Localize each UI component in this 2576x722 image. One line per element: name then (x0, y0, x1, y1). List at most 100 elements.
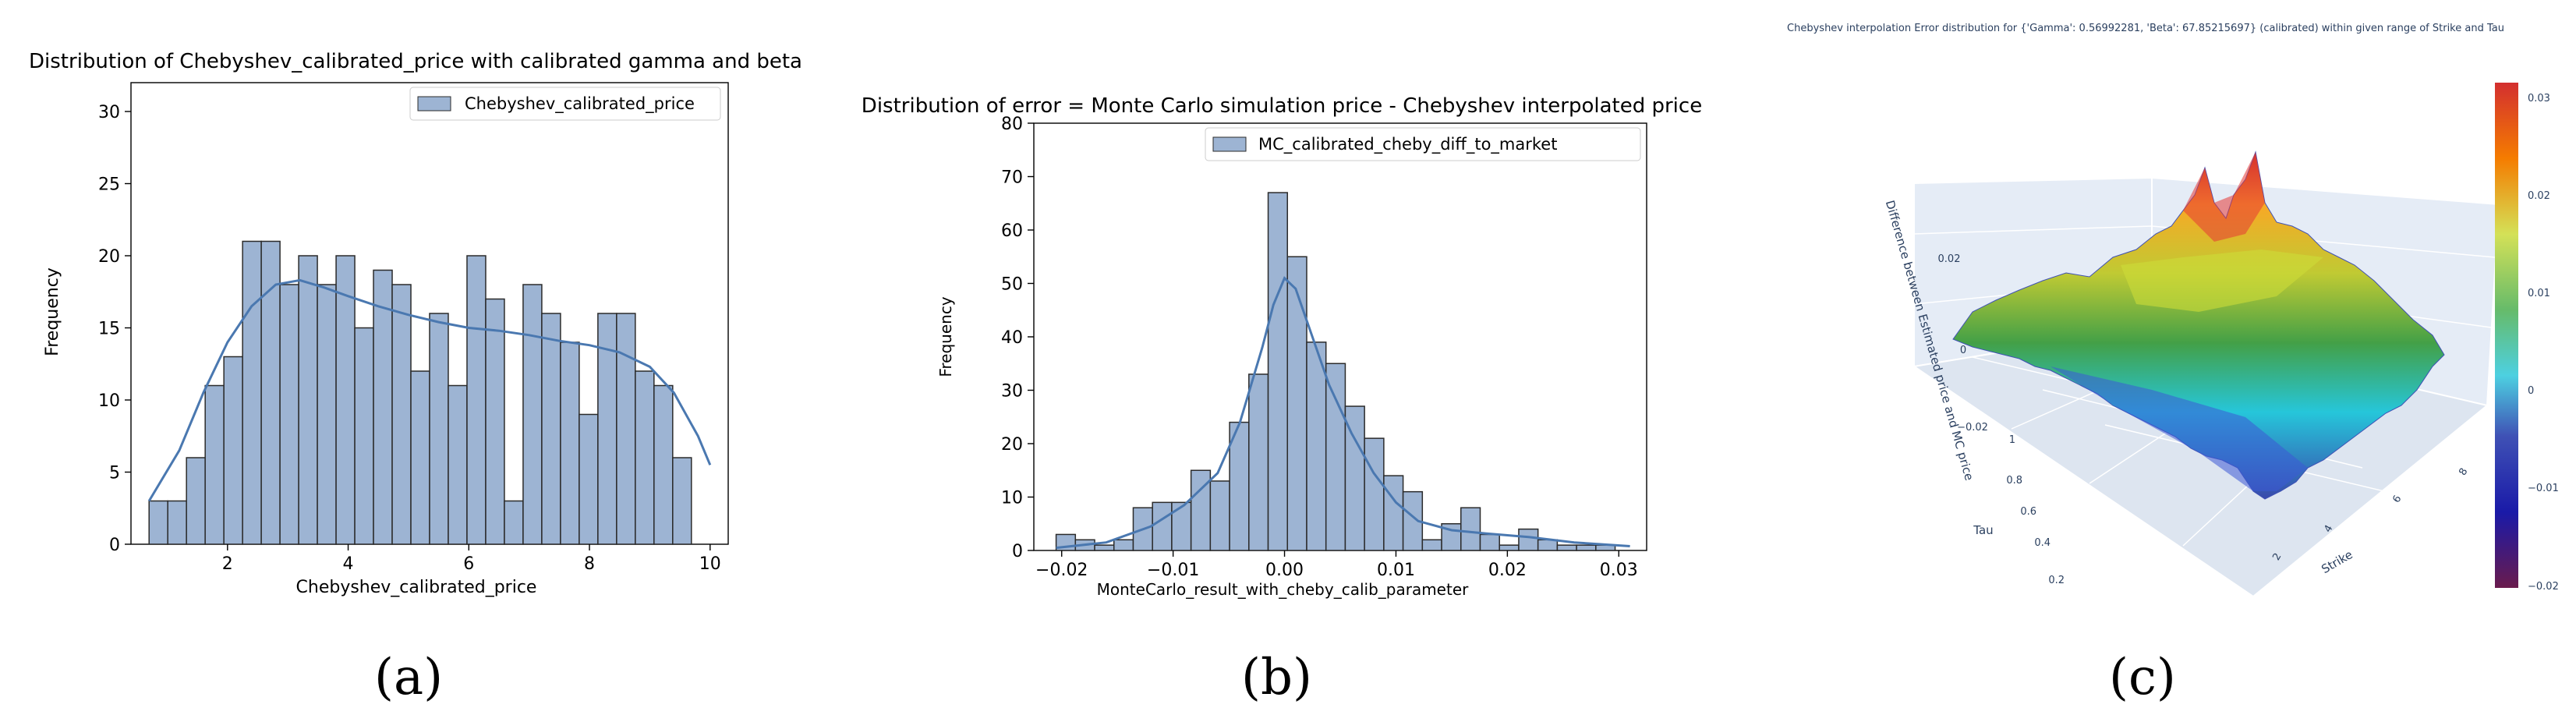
histogram-bar (448, 384, 468, 545)
y-tick-label: 30 (1001, 382, 1023, 402)
x-tick-label: 4 (343, 554, 354, 574)
y-tick-label: 50 (1001, 275, 1023, 295)
y-tick-label: 10 (1001, 489, 1023, 508)
histogram-bar (204, 384, 225, 545)
histogram-bar (541, 313, 561, 545)
tau-tick-label: 0.6 (2020, 506, 2036, 518)
histogram-bar (1286, 256, 1307, 551)
colorbar-tick-label: −0.01 (2528, 483, 2559, 494)
histogram-bar (1421, 539, 1442, 551)
histogram-bar (1248, 373, 1269, 551)
histogram-bar (1460, 507, 1481, 551)
chart-a: Distribution of Chebyshev_calibrated_pri… (29, 50, 802, 597)
chart-c-title: Chebyshev interpolation Error distributi… (1787, 23, 2504, 34)
tau-tick-label: 0.8 (2006, 475, 2022, 487)
y-tick-label: 60 (1001, 221, 1023, 241)
x-tick-label: 6 (463, 554, 474, 574)
x-tick-label: 8 (584, 554, 595, 574)
colorbar-tick-label: 0.02 (2528, 190, 2550, 202)
tau-tick-label: 0.4 (2034, 537, 2051, 549)
histogram-bar (1383, 475, 1404, 551)
histogram-bar (373, 269, 393, 545)
strike-tick-label: 8 (2457, 466, 2470, 478)
colorbar-tick-label: 0.01 (2528, 288, 2550, 299)
histogram-bar (672, 457, 692, 545)
surface-mid-region (2121, 250, 2323, 312)
histogram-bar (1576, 544, 1597, 551)
histogram-bar (1499, 544, 1520, 551)
z-tick-label: 0.02 (1938, 253, 1961, 265)
chart-a-kde-line (147, 278, 712, 502)
chart-b: Distribution of error = Monte Carlo simu… (862, 94, 1702, 599)
histogram-bar (1171, 501, 1192, 551)
histogram-bar (1364, 437, 1385, 551)
chart-b-kde-line (1056, 276, 1630, 550)
y-tick-label: 20 (98, 247, 120, 267)
y-tick-label: 0 (1012, 542, 1023, 561)
chart-a-legend-box (409, 87, 721, 121)
histogram-bar (1094, 544, 1115, 551)
colorbar (2495, 83, 2518, 588)
chart-b-legend-label: MC_calibrated_cheby_diff_to_market (1258, 135, 1557, 154)
colorbar-tick-label: 0 (2528, 385, 2534, 397)
histogram-bar (1518, 528, 1539, 551)
error-surface (1952, 150, 2445, 500)
histogram-bar (579, 413, 599, 545)
surface-scene (1912, 150, 2500, 598)
histogram-bar (354, 327, 374, 545)
histogram-bar (466, 255, 487, 545)
y-tick-label: 10 (98, 391, 120, 411)
panel-label-a: (a) (374, 649, 444, 706)
x-tick-label: 2 (222, 554, 233, 574)
histogram-bar (1344, 405, 1365, 551)
z-tick-label: −0.02 (1957, 422, 1988, 434)
tau-tick-label: 1 (2009, 434, 2015, 446)
z-tick-label: 0 (1960, 345, 1966, 356)
histogram-bar (635, 370, 655, 545)
histogram-bar (1556, 544, 1577, 551)
y-tick-label: 70 (1001, 168, 1023, 188)
surface-low-region (2051, 366, 2308, 491)
y-tick-label: 80 (1001, 115, 1023, 134)
histogram-bar (1267, 192, 1289, 551)
y-tick-label: 15 (98, 320, 120, 339)
histogram-bar (1152, 501, 1173, 551)
y-tick-label: 40 (1001, 328, 1023, 348)
histogram-bar (186, 457, 206, 545)
histogram-bar (1479, 533, 1500, 551)
gridline (1913, 225, 2153, 235)
y-tick-label: 25 (98, 175, 120, 195)
surface-peak-region (2183, 152, 2265, 242)
chart-c-xlabel: Strike (2319, 547, 2355, 576)
y-tick-label: 5 (109, 464, 120, 483)
histogram-bar (560, 342, 580, 545)
histogram-bar (148, 500, 168, 545)
chart-b-legend-box (1205, 127, 1641, 161)
histogram-bar (1537, 539, 1559, 551)
chart-c: Chebyshev interpolation Error distributi… (1787, 23, 2559, 598)
y-tick-label: 0 (109, 536, 120, 555)
chart-a-legend-label: Chebyshev_calibrated_price (465, 94, 695, 114)
histogram-bar (1306, 342, 1327, 551)
histogram-bar (317, 284, 337, 545)
histogram-bar (485, 298, 505, 545)
histogram-bar (242, 240, 262, 545)
chart-b-legend-swatch (1212, 136, 1247, 152)
panel-label-b: (b) (1241, 649, 1312, 706)
histogram-bar (616, 313, 636, 545)
chart-c-ylabel: Tau (1973, 523, 1993, 537)
chart-a-legend-swatch (417, 96, 451, 111)
chart-b-ylabel: Frequency (936, 296, 955, 377)
histogram-bar (260, 240, 281, 545)
histogram-bar (504, 500, 524, 545)
chart-b-legend: MC_calibrated_cheby_diff_to_market (1205, 127, 1641, 161)
histogram-bar (653, 384, 674, 545)
colorbar-tick-label: 0.03 (2528, 93, 2550, 104)
histogram-bar (335, 255, 356, 545)
x-tick-label: −0.01 (1147, 561, 1199, 580)
histogram-bar (391, 284, 412, 545)
colorbar-tick-label: −0.02 (2528, 581, 2559, 593)
histogram-bar (167, 500, 187, 545)
panel-label-c: (c) (2109, 649, 2176, 706)
chart-a-xlabel: Chebyshev_calibrated_price (296, 578, 537, 597)
